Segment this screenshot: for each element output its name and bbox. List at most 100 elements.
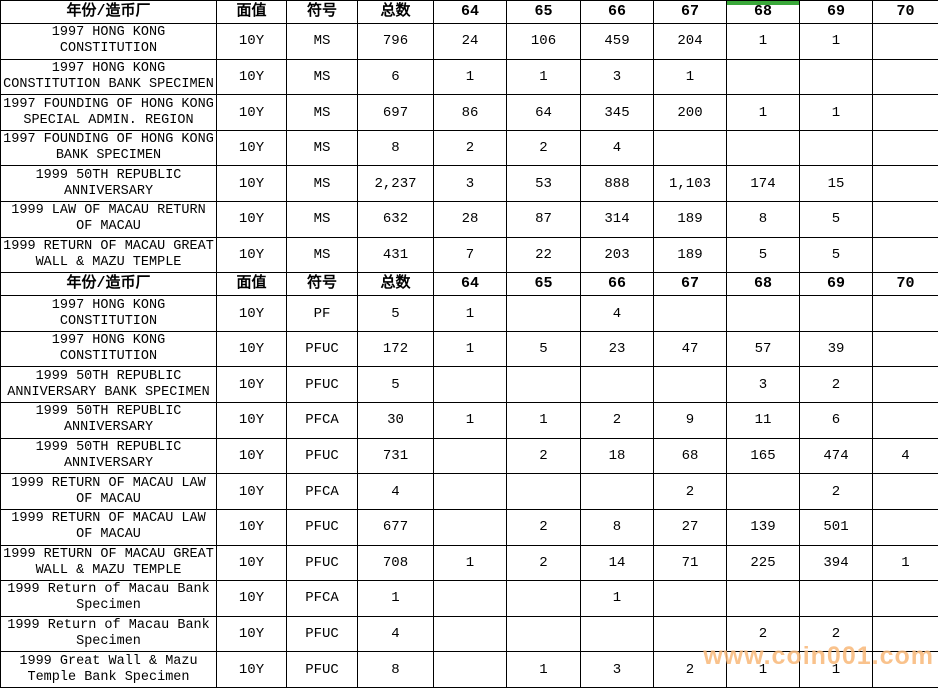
grade-cell-67[interactable]: 200 xyxy=(653,94,727,131)
grade-cell-68[interactable] xyxy=(726,58,800,96)
grade-cell-65[interactable] xyxy=(506,580,581,617)
header-cell-denomination[interactable]: 面值 xyxy=(216,272,287,297)
grade-cell-69[interactable]: 15 xyxy=(799,165,873,203)
denomination-cell[interactable]: 10Y xyxy=(216,473,287,510)
designation-cell[interactable]: PFUC xyxy=(286,437,358,475)
designation-cell[interactable]: MS xyxy=(286,129,358,167)
total-cell[interactable]: 4 xyxy=(357,473,434,510)
grade-cell-67[interactable]: 204 xyxy=(653,23,727,60)
grade-cell-66[interactable]: 314 xyxy=(580,201,654,238)
denomination-cell[interactable]: 10Y xyxy=(216,94,287,131)
header-cell-grade-67[interactable]: 67 xyxy=(653,272,727,297)
header-cell-grade-67[interactable]: 67 xyxy=(653,0,727,24)
grade-cell-69[interactable]: 394 xyxy=(799,544,873,582)
total-cell[interactable]: 8 xyxy=(357,651,434,688)
grade-cell-70[interactable] xyxy=(872,330,938,368)
grade-cell-67[interactable]: 68 xyxy=(653,437,727,475)
row-name-cell[interactable]: 1999 Return of Macau Bank Specimen xyxy=(0,580,217,617)
header-cell-grade-70[interactable]: 70 xyxy=(872,272,938,297)
header-cell-grade-65[interactable]: 65 xyxy=(506,0,581,24)
grade-cell-66[interactable]: 1 xyxy=(580,580,654,617)
header-cell-grade-64[interactable]: 64 xyxy=(433,272,507,297)
designation-cell[interactable]: PFUC xyxy=(286,330,358,368)
grade-cell-67[interactable]: 2 xyxy=(653,473,727,510)
grade-cell-68[interactable]: 139 xyxy=(726,508,800,546)
row-name-cell[interactable]: 1997 HONG KONG CONSTITUTION BANK SPECIME… xyxy=(0,58,217,96)
grade-cell-68[interactable]: 174 xyxy=(726,165,800,203)
row-name-cell[interactable]: 1997 FOUNDING OF HONG KONG SPECIAL ADMIN… xyxy=(0,94,217,131)
designation-cell[interactable]: MS xyxy=(286,23,358,60)
row-name-cell[interactable]: 1997 HONG KONG CONSTITUTION xyxy=(0,295,217,332)
grade-cell-64[interactable]: 7 xyxy=(433,236,507,274)
total-cell[interactable]: 731 xyxy=(357,437,434,475)
row-name-cell[interactable]: 1999 50TH REPUBLIC ANNIVERSARY xyxy=(0,165,217,203)
denomination-cell[interactable]: 10Y xyxy=(216,615,287,653)
grade-cell-70[interactable] xyxy=(872,473,938,510)
row-name-cell[interactable]: 1997 FOUNDING OF HONG KONG BANK SPECIMEN xyxy=(0,129,217,167)
grade-cell-69[interactable]: 1 xyxy=(799,23,873,60)
total-cell[interactable]: 8 xyxy=(357,129,434,167)
designation-cell[interactable]: PFCA xyxy=(286,402,358,439)
grade-cell-70[interactable] xyxy=(872,94,938,131)
grade-cell-69[interactable] xyxy=(799,295,873,332)
denomination-cell[interactable]: 10Y xyxy=(216,651,287,688)
grade-cell-64[interactable] xyxy=(433,651,507,688)
row-name-cell[interactable]: 1999 50TH REPUBLIC ANNIVERSARY BANK SPEC… xyxy=(0,366,217,404)
grade-cell-68[interactable]: 2 xyxy=(726,615,800,653)
grade-cell-66[interactable] xyxy=(580,366,654,404)
grade-cell-69[interactable]: 474 xyxy=(799,437,873,475)
grade-cell-69[interactable]: 501 xyxy=(799,508,873,546)
grade-cell-68[interactable]: 57 xyxy=(726,330,800,368)
grade-cell-66[interactable]: 2 xyxy=(580,402,654,439)
grade-cell-66[interactable]: 23 xyxy=(580,330,654,368)
grade-cell-69[interactable]: 39 xyxy=(799,330,873,368)
total-cell[interactable]: 697 xyxy=(357,94,434,131)
grade-cell-70[interactable] xyxy=(872,165,938,203)
denomination-cell[interactable]: 10Y xyxy=(216,129,287,167)
grade-cell-64[interactable]: 1 xyxy=(433,402,507,439)
denomination-cell[interactable]: 10Y xyxy=(216,508,287,546)
grade-cell-68[interactable]: 1 xyxy=(726,94,800,131)
grade-cell-67[interactable] xyxy=(653,129,727,167)
grade-cell-68[interactable]: 8 xyxy=(726,201,800,238)
grade-cell-68[interactable]: 11 xyxy=(726,402,800,439)
total-cell[interactable]: 796 xyxy=(357,23,434,60)
grade-cell-68[interactable]: 1 xyxy=(726,651,800,688)
grade-cell-64[interactable] xyxy=(433,508,507,546)
denomination-cell[interactable]: 10Y xyxy=(216,201,287,238)
grade-cell-68[interactable]: 3 xyxy=(726,366,800,404)
grade-cell-64[interactable]: 1 xyxy=(433,295,507,332)
header-cell-grade-66[interactable]: 66 xyxy=(580,272,654,297)
header-cell-designation[interactable]: 符号 xyxy=(286,272,358,297)
grade-cell-64[interactable] xyxy=(433,437,507,475)
header-cell-total[interactable]: 总数 xyxy=(357,272,434,297)
grade-cell-66[interactable]: 14 xyxy=(580,544,654,582)
grade-cell-70[interactable] xyxy=(872,615,938,653)
total-cell[interactable]: 172 xyxy=(357,330,434,368)
total-cell[interactable]: 5 xyxy=(357,295,434,332)
grade-cell-66[interactable] xyxy=(580,615,654,653)
grade-cell-67[interactable] xyxy=(653,615,727,653)
header-cell-year-mint[interactable]: 年份/造币厂 xyxy=(0,272,217,297)
grade-cell-65[interactable]: 1 xyxy=(506,651,581,688)
designation-cell[interactable]: PFCA xyxy=(286,473,358,510)
grade-cell-65[interactable]: 2 xyxy=(506,129,581,167)
grade-cell-64[interactable] xyxy=(433,615,507,653)
designation-cell[interactable]: PFUC xyxy=(286,544,358,582)
header-cell-grade-68[interactable]: 68 xyxy=(726,0,800,24)
total-cell[interactable]: 4 xyxy=(357,615,434,653)
grade-cell-67[interactable] xyxy=(653,295,727,332)
header-cell-total[interactable]: 总数 xyxy=(357,0,434,24)
grade-cell-70[interactable] xyxy=(872,651,938,688)
grade-cell-66[interactable]: 345 xyxy=(580,94,654,131)
grade-cell-64[interactable]: 1 xyxy=(433,544,507,582)
header-cell-grade-64[interactable]: 64 xyxy=(433,0,507,24)
grade-cell-69[interactable]: 1 xyxy=(799,651,873,688)
grade-cell-65[interactable]: 22 xyxy=(506,236,581,274)
grade-cell-67[interactable]: 189 xyxy=(653,236,727,274)
denomination-cell[interactable]: 10Y xyxy=(216,580,287,617)
grade-cell-70[interactable] xyxy=(872,508,938,546)
designation-cell[interactable]: MS xyxy=(286,165,358,203)
grade-cell-64[interactable]: 1 xyxy=(433,58,507,96)
grade-cell-67[interactable]: 2 xyxy=(653,651,727,688)
